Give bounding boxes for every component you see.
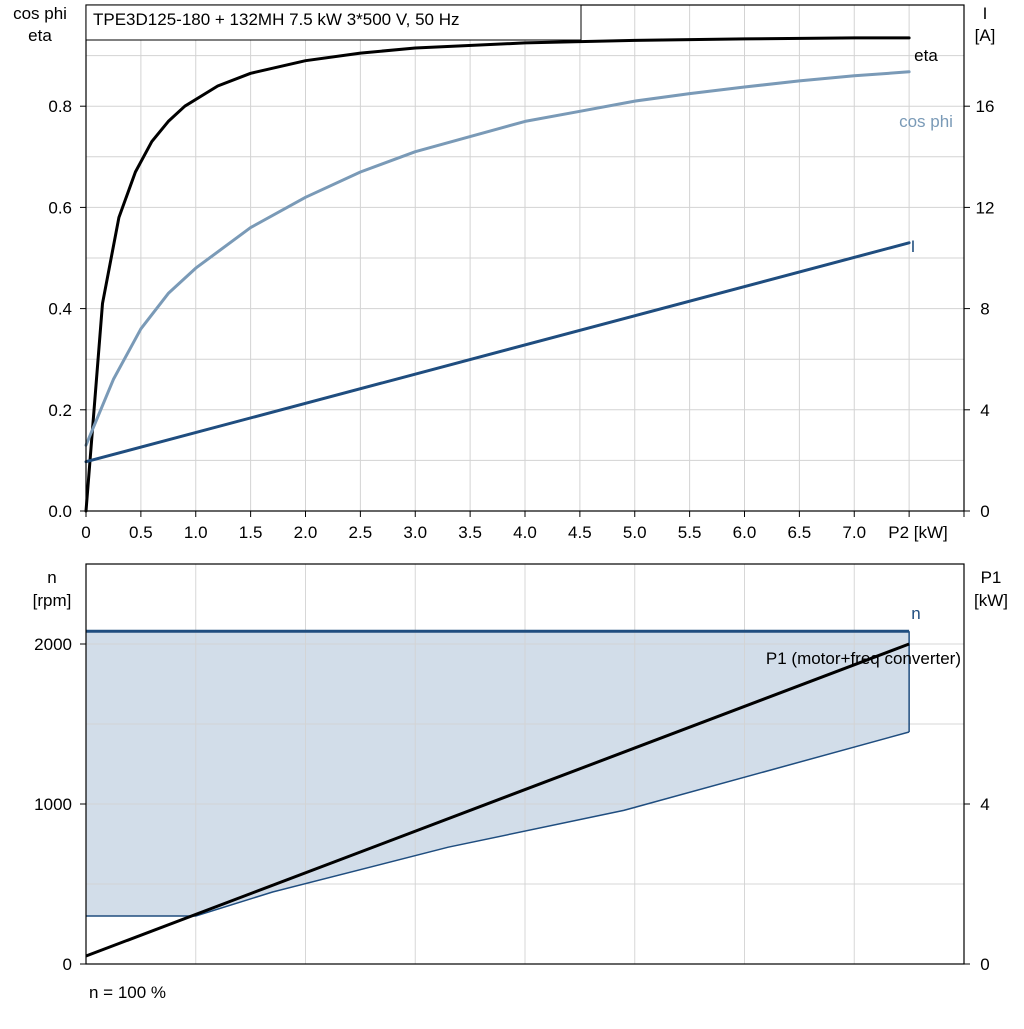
series-label-p1: P1 (motor+freq converter): [766, 649, 961, 668]
footer-note: n = 100 %: [89, 983, 166, 1002]
x-axis-label: P2 [kW]: [888, 523, 948, 542]
bottom-chart-series: [85, 629, 910, 958]
x-tick-label-0-5: 0.5: [129, 523, 153, 542]
bottom-left-tick-label-0: 0: [63, 955, 72, 974]
current-curve: [84, 241, 911, 464]
x-tick-label-5-5: 5.5: [678, 523, 702, 542]
bottom-right-tick-label-0: 0: [980, 955, 989, 974]
top-chart-series: [84, 36, 911, 513]
top-left-axis-label-line2: eta: [28, 26, 52, 45]
eta-curve: [84, 36, 911, 513]
speed-range-area: [86, 631, 910, 916]
bottom-right-axis-label-line2: [kW]: [974, 591, 1008, 610]
x-tick-label-4-5: 4.5: [568, 523, 592, 542]
right-tick-label-4: 4: [980, 401, 989, 420]
bottom-left-axis-label-line2: [rpm]: [33, 591, 72, 610]
x-tick-label-6-0: 6.0: [733, 523, 757, 542]
top-chart-tick-labels: 0 0.5 1.0 1.5 2.0 2.5 3.0 3.5 4.0 4.5 5.0 5.5 6.0 6.5…: [48, 97, 994, 542]
bottom-right-tick-label-4: 4: [980, 795, 989, 814]
top-right-axis-label-line2: [A]: [975, 26, 996, 45]
bottom-left-tick-label-2000: 2000: [34, 635, 72, 654]
series-label-cos-phi: cos phi: [899, 112, 953, 131]
speed-range-fill: [86, 631, 910, 916]
cos-phi-curve: [84, 70, 911, 447]
right-tick-label-0: 0: [980, 502, 989, 521]
x-tick-label-3-0: 3.0: [403, 523, 427, 542]
top-left-axis-label-line1: cos phi: [13, 4, 67, 23]
x-tick-label-0: 0: [81, 523, 90, 542]
x-tick-label-1-0: 1.0: [184, 523, 208, 542]
x-tick-label-1-5: 1.5: [239, 523, 263, 542]
bottom-chart-tick-labels: 0 1000 2000 0 4: [34, 635, 990, 974]
right-tick-label-16: 16: [976, 97, 995, 116]
left-tick-label-0-6: 0.6: [48, 198, 72, 217]
chart-title: TPE3D125-180 + 132MH 7.5 kW 3*500 V, 50 …: [93, 10, 460, 29]
p1-power-line: [85, 642, 910, 958]
right-tick-label-12: 12: [976, 198, 995, 217]
top-right-axis-label-line1: I: [983, 4, 988, 23]
title-box: [85, 4, 582, 41]
x-tick-label-4-0: 4.0: [513, 523, 537, 542]
x-tick-label-6-5: 6.5: [788, 523, 812, 542]
bottom-chart-frame: [85, 563, 965, 965]
x-tick-label-2-5: 2.5: [349, 523, 373, 542]
x-tick-label-2-0: 2.0: [294, 523, 318, 542]
speed-min-line: [86, 731, 910, 917]
left-tick-label-0-8: 0.8: [48, 97, 72, 116]
series-label-current: I: [911, 237, 916, 256]
left-tick-label-0-4: 0.4: [48, 300, 72, 319]
bottom-left-tick-label-1000: 1000: [34, 795, 72, 814]
x-tick-label-5-0: 5.0: [623, 523, 647, 542]
left-tick-label-0-0: 0.0: [48, 502, 72, 521]
left-tick-label-0-2: 0.2: [48, 401, 72, 420]
series-label-eta: eta: [914, 46, 938, 65]
bottom-left-axis-label-line1: n: [47, 568, 56, 587]
right-tick-label-8: 8: [980, 300, 989, 319]
top-chart-grid: [80, 5, 970, 517]
x-tick-label-7-0: 7.0: [842, 523, 866, 542]
x-tick-label-3-5: 3.5: [458, 523, 482, 542]
series-label-speed: n: [911, 604, 920, 623]
bottom-right-axis-label-line1: P1: [981, 568, 1002, 587]
